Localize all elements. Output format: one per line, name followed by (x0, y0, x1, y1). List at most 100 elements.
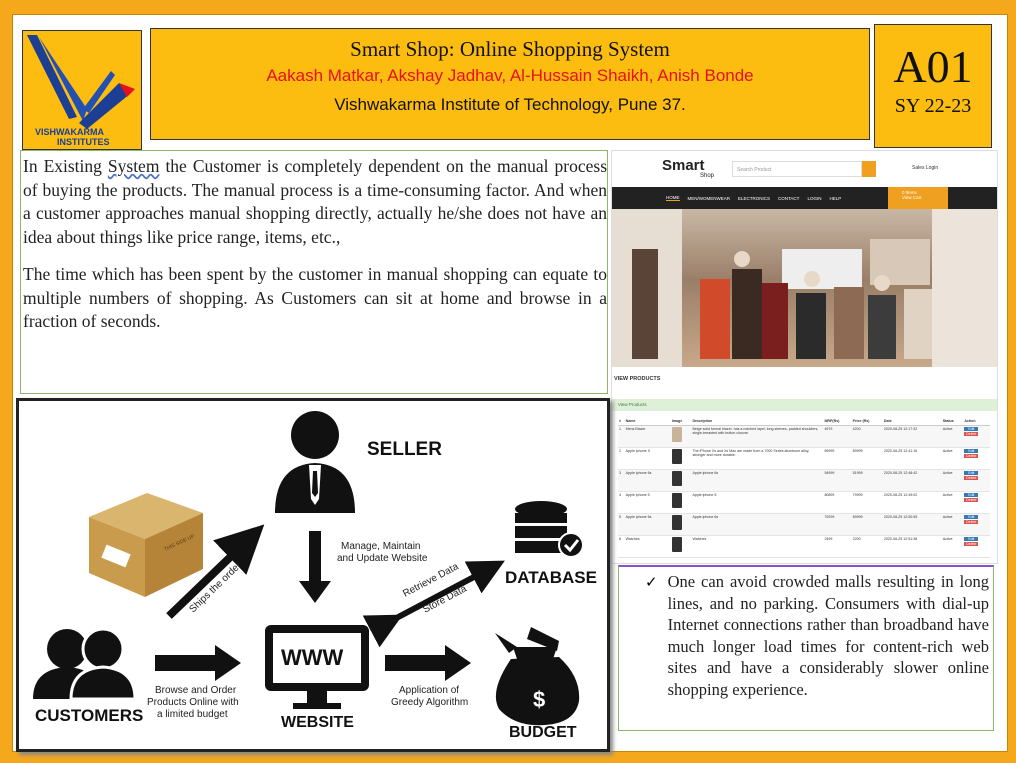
cell-mrp: 54999 (823, 469, 852, 492)
delete-button[interactable]: Delete (964, 542, 979, 546)
product-thumbnail (670, 535, 692, 558)
seller-label: SELLER (367, 439, 442, 460)
cell-no: 6 (618, 535, 625, 558)
cell-action: Edit Delete (963, 425, 990, 448)
site-nav-bar: HOME MEN/WOMENWEAR ELECTRONICS CONTACT LOGIN… (612, 187, 997, 209)
cell-name: Apple iphone 5 (624, 491, 671, 514)
edit-button[interactable]: Edit (964, 449, 979, 453)
cell-name: Apple iphone 6s (624, 513, 671, 536)
logo-line1: VISHWAKARMA (35, 127, 104, 137)
cell-price: 2200 (851, 535, 883, 558)
product-image-icon (671, 471, 682, 486)
search-icon[interactable] (862, 161, 876, 177)
cell-date: 2020-08-25 12:50:55 (882, 513, 942, 536)
website-label: WEBSITE (281, 714, 354, 731)
edit-button[interactable]: Edit (964, 471, 979, 475)
product-thumbnail (670, 447, 692, 470)
logo-line2: INSTITUTES (57, 137, 110, 147)
cart-button[interactable]: 0 Items View Cart (888, 187, 948, 209)
sales-login-link[interactable]: Sales Login (912, 165, 939, 171)
vi-logo-icon: VISHWAKARMA INSTITUTES (27, 35, 135, 147)
cell-price: 69999 (851, 513, 883, 536)
cell-action: Edit Delete (963, 535, 990, 558)
table-header: # (618, 417, 625, 426)
delete-button[interactable]: Delete (964, 432, 979, 436)
browse-label-3: a limited budget (157, 709, 228, 720)
delete-button[interactable]: Delete (964, 498, 979, 502)
product-image-icon (671, 427, 682, 442)
browse-label-2: Products Online with (147, 697, 239, 708)
svg-text:$: $ (533, 687, 545, 712)
checkmark-icon: ✓ (645, 573, 658, 591)
database-label: DATABASE (505, 568, 597, 587)
table-row: 2 Apple iphone X The iPhone Xs and Xs Max … (618, 447, 990, 470)
table-row: 3 Apple iphone 6s Apple iphone 6s 54999 5199… (618, 469, 990, 492)
cell-date: 2020-08-25 12:41:16 (882, 447, 942, 470)
title-panel: Smart Shop: Online Shopping System Aakas… (150, 28, 870, 140)
product-image-icon (671, 449, 682, 464)
site-nav-item-1[interactable]: MEN/WOMENWEAR (687, 195, 731, 201)
table-row: 5 Apple iphone 6s Apple iphone 6s 79299 6999… (618, 513, 990, 536)
delete-button[interactable]: Delete (964, 476, 979, 480)
data-exchange-arrow (362, 560, 505, 648)
hero-banner (612, 209, 997, 367)
site-nav-item-4[interactable]: LOGIN (807, 195, 822, 201)
institute-name: Vishwakarma Institute of Technology, Pun… (334, 95, 686, 114)
cell-status: Active (941, 447, 964, 470)
cell-desc: Apple iphone 6s (691, 469, 824, 492)
cell-mrp: 79299 (823, 513, 852, 536)
edit-button[interactable]: Edit (964, 493, 979, 497)
system-diagram: SELLER Manage, Maintain and Update Websi… (16, 398, 610, 752)
institute-logo: VISHWAKARMA INSTITUTES (22, 30, 142, 150)
delete-button[interactable]: Delete (964, 454, 979, 458)
manage-label-1: Manage, Maintain (341, 541, 421, 552)
database-icon (515, 501, 584, 558)
www-label: WWW (281, 645, 344, 670)
delete-button[interactable]: Delete (964, 520, 979, 524)
spellcheck-word: System (107, 156, 160, 176)
edit-button[interactable]: Edit (964, 537, 979, 541)
cell-no: 4 (618, 491, 625, 514)
cell-no: 3 (618, 469, 625, 492)
money-bag-icon: $ (495, 627, 580, 726)
cell-date: 2020-08-25 12:17:32 (882, 425, 942, 448)
cell-mrp: 4979 (823, 425, 852, 448)
cell-status: Active (941, 491, 964, 514)
cell-desc: The iPhone Xs and Xs Max are made from a… (691, 447, 824, 470)
brand-logo: Smart (662, 157, 705, 174)
cell-name: Apple iphone 6s (624, 469, 671, 492)
intro-paragraph-2: The time which has been spent by the cus… (23, 264, 607, 331)
cell-action: Edit Delete (963, 491, 990, 514)
site-nav-item-0[interactable]: HOME (666, 195, 680, 201)
site-nav-item-5[interactable]: HELP (829, 195, 842, 201)
table-header: Status (941, 417, 964, 426)
site-nav-item-3[interactable]: CONTACT (778, 195, 800, 201)
cell-action: Edit Delete (963, 447, 990, 470)
table-header: Price (Rs) (851, 417, 883, 426)
product-thumbnail (670, 469, 692, 492)
edit-button[interactable]: Edit (964, 427, 979, 431)
intro-text-box: In Existing System the Customer is compl… (20, 150, 608, 394)
cell-no: 2 (618, 447, 625, 470)
cell-name: Mens Blazer (624, 425, 671, 448)
cell-status: Active (941, 425, 964, 448)
authors: Aakash Matkar, Akshay Jadhav, Al-Hussain… (266, 66, 754, 85)
cell-mrp: 89999 (823, 447, 852, 470)
brand-sub: Shop (700, 173, 715, 179)
edit-button[interactable]: Edit (964, 515, 979, 519)
manage-label-2: and Update Website (337, 553, 428, 564)
greedy-arrow (385, 645, 471, 681)
cart-sub: View Cart (902, 195, 922, 200)
customers-label: CUSTOMERS (35, 706, 143, 725)
intro-p1-start: In Existing (23, 156, 108, 176)
cell-name: Watches (624, 535, 671, 558)
cart-count: 0 Items (902, 190, 917, 195)
site-search-input[interactable]: Search Product (732, 161, 862, 177)
table-header: MRP(Rs) (823, 417, 852, 426)
cell-action: Edit Delete (963, 513, 990, 536)
website-screenshot: Smart Shop Search Product Sales Login HO… (611, 150, 998, 564)
cell-desc: Beige solid formal blazer, has a notched… (691, 425, 824, 448)
site-nav-item-2[interactable]: ELECTRONICS (738, 195, 771, 201)
benefit-paragraph: One can avoid crowded malls resulting in… (667, 572, 989, 699)
